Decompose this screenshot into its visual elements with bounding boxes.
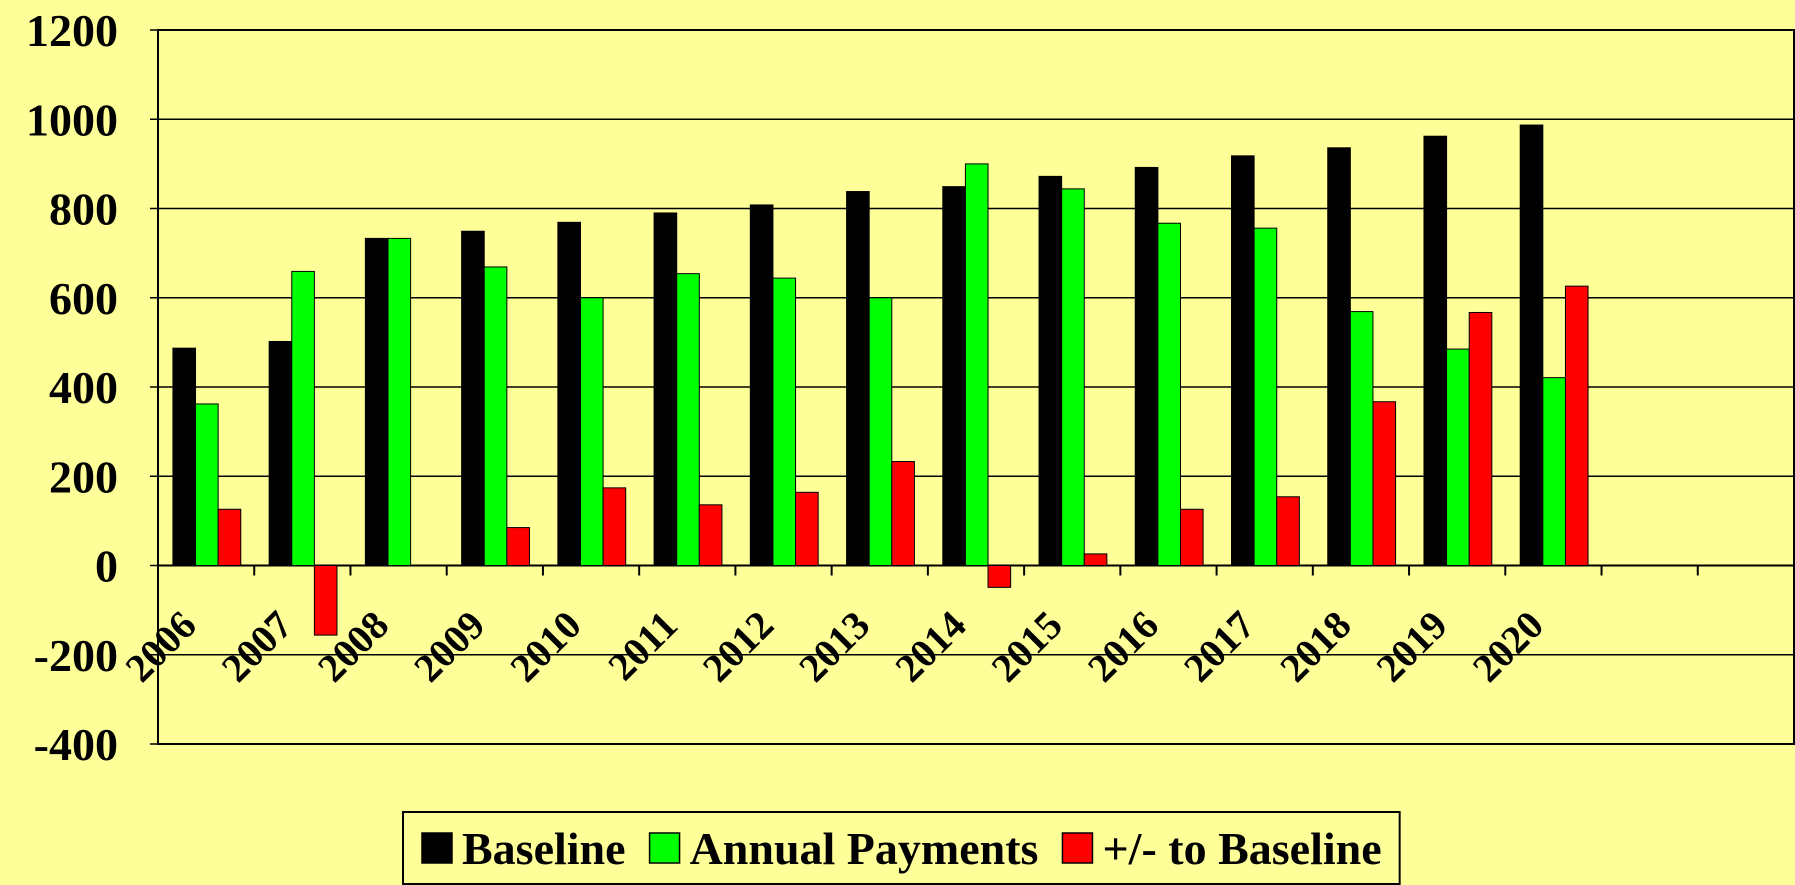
bar: [653, 212, 678, 566]
bar: [749, 204, 774, 566]
bar: [1564, 285, 1589, 566]
bar: [891, 461, 915, 566]
y-tick-label: 1000: [26, 94, 118, 145]
y-tick-label: 800: [49, 184, 118, 235]
legend-swatch: [421, 832, 453, 864]
bar: [1231, 155, 1255, 566]
y-tick-label: 0: [95, 541, 118, 592]
bar: [698, 504, 723, 566]
bar: [602, 487, 627, 567]
y-tick-label: -400: [34, 719, 118, 770]
bar: [1423, 135, 1448, 567]
bar: [1327, 147, 1351, 566]
bar: [1253, 227, 1278, 566]
bar: [268, 340, 293, 567]
bar: [1180, 508, 1204, 566]
bar: [1519, 124, 1544, 567]
y-tick-label: 200: [49, 451, 118, 502]
bar: [1372, 401, 1397, 566]
bar: [987, 565, 1012, 588]
bar: [795, 491, 819, 566]
bar: [364, 237, 389, 566]
legend-label: +/- to Baseline: [1102, 823, 1381, 874]
bar: [1083, 553, 1108, 567]
legend-label: Annual Payments: [690, 823, 1039, 874]
bar: [579, 297, 604, 566]
bar: [1542, 377, 1566, 566]
y-tick-label: 400: [49, 362, 118, 413]
bar: [195, 403, 219, 566]
bar: [506, 527, 530, 566]
bar: [1157, 222, 1182, 566]
bar: [291, 270, 315, 566]
bar: [942, 186, 966, 566]
legend-swatch: [1061, 832, 1094, 864]
bar: [1134, 166, 1159, 566]
bar: [1038, 175, 1063, 566]
bar: [483, 266, 508, 566]
bar: [1276, 496, 1300, 566]
bar: [387, 237, 412, 566]
bar: [772, 277, 797, 566]
bar: [172, 347, 197, 566]
bar: [1349, 311, 1374, 566]
legend-box: [402, 811, 1401, 885]
bar: [1446, 348, 1470, 566]
y-tick-label: -200: [34, 630, 118, 681]
bar: [676, 273, 700, 566]
legend-label: Baseline: [462, 823, 626, 874]
y-tick-label: 600: [49, 273, 118, 324]
plot-border: [157, 29, 1795, 745]
bar: [964, 163, 989, 566]
bar: [1468, 311, 1493, 566]
bar: [461, 230, 485, 566]
bar: [846, 191, 870, 566]
y-tick-label: 1200: [26, 5, 118, 56]
bar: [217, 508, 242, 566]
bar: [868, 297, 893, 566]
bar: [313, 565, 338, 636]
bar: [1061, 188, 1085, 567]
legend-swatch: [648, 832, 681, 864]
legend: Baseline Annual Payments +/- to Baseline: [402, 811, 1401, 885]
bar: [557, 221, 581, 567]
